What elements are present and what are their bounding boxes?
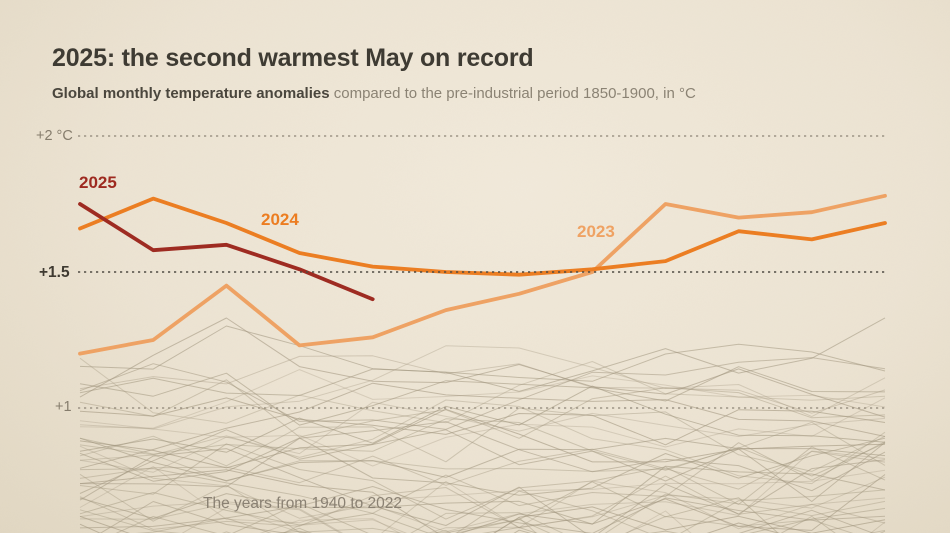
series-label-2023: 2023 [577, 222, 615, 241]
subtitle-rest-text: compared to the pre-industrial period 18… [329, 85, 696, 102]
background-year-line [79, 399, 886, 485]
background-year-line [79, 345, 886, 430]
series-label-2024: 2024 [261, 210, 299, 229]
series-label-2025: 2025 [79, 173, 117, 192]
background-years-annotation: The years from 1940 to 2022 [203, 495, 403, 512]
y-axis-tick-1-5c: +1.5 [39, 264, 70, 281]
background-year-line [79, 317, 886, 392]
page-title: 2025: the second warmest May on record [52, 44, 534, 72]
background-year-line [79, 437, 886, 496]
y-axis-tick-2c: +2 °C [36, 128, 73, 144]
y-axis-tick-1c: +1 [55, 399, 72, 415]
subtitle-bold-text: Global monthly temperature anomalies [52, 85, 330, 102]
background-year-line [79, 343, 886, 396]
background-year-line [79, 379, 886, 439]
page-subtitle: Global monthly temperature anomalies com… [52, 85, 696, 102]
line-2024 [78, 196, 887, 277]
